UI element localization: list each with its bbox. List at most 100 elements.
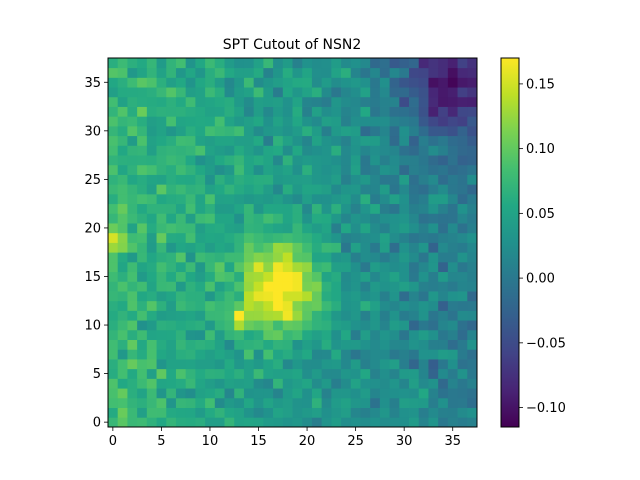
heatmap-cell (438, 349, 449, 360)
heatmap-cell (234, 271, 245, 282)
heatmap-cell (175, 349, 187, 360)
heatmap-cell (418, 329, 429, 340)
heatmap-cell (146, 407, 157, 418)
heatmap-cell (253, 223, 264, 234)
heatmap-cell (234, 232, 245, 243)
heatmap-cell (409, 407, 420, 418)
heatmap-cell (156, 223, 167, 234)
heatmap-cell (156, 291, 167, 302)
y-tick-label: 20 (84, 221, 101, 236)
heatmap-cell (175, 359, 187, 370)
heatmap-cell (438, 339, 449, 350)
heatmap-cell (418, 106, 429, 117)
heatmap-cell (302, 320, 313, 331)
heatmap-cell (185, 281, 196, 292)
heatmap-cell (263, 339, 274, 350)
heatmap-cell (350, 378, 361, 389)
heatmap-cell (127, 417, 138, 428)
heatmap-cell (117, 349, 128, 360)
heatmap-cell (146, 300, 157, 311)
heatmap-cell (117, 67, 128, 78)
heatmap-cell (341, 223, 352, 234)
heatmap-cell (389, 252, 400, 263)
heatmap-cell (302, 329, 313, 340)
heatmap-cell (292, 407, 303, 418)
heatmap-cell (282, 106, 293, 117)
heatmap-cell (341, 271, 352, 282)
heatmap-cell (399, 213, 410, 224)
heatmap-cell (467, 232, 478, 243)
heatmap-cell (166, 96, 177, 107)
heatmap-cell (234, 67, 245, 78)
y-tick-label: 0 (93, 416, 101, 431)
heatmap-cell (185, 58, 196, 69)
heatmap-cell (224, 368, 235, 379)
heatmap-cell (331, 232, 342, 243)
heatmap-cell (418, 378, 429, 389)
heatmap-cell (302, 388, 313, 399)
heatmap-cell (292, 174, 303, 185)
heatmap-cell (428, 135, 439, 146)
heatmap-cell (399, 67, 410, 78)
heatmap-cell (273, 155, 284, 166)
heatmap-cell (447, 417, 458, 428)
heatmap-cell (146, 252, 157, 263)
heatmap-cell (127, 242, 138, 253)
heatmap-cell (447, 155, 458, 166)
heatmap-cell (273, 67, 284, 78)
heatmap-cell (350, 291, 361, 302)
heatmap-cell (292, 300, 303, 311)
heatmap-cell (234, 329, 245, 340)
heatmap-cell (341, 125, 352, 137)
heatmap-cell (302, 203, 313, 214)
heatmap-cell (185, 368, 196, 379)
heatmap-cell (467, 397, 478, 408)
heatmap-cell (117, 223, 128, 234)
heatmap-cell (418, 203, 429, 214)
heatmap-cell (331, 320, 342, 331)
heatmap-cell (428, 223, 439, 234)
heatmap-cell (195, 125, 206, 137)
heatmap-cell (127, 407, 138, 418)
heatmap-cell (292, 203, 303, 214)
heatmap-cell (234, 106, 245, 117)
heatmap-cell (175, 203, 187, 214)
heatmap-cell (253, 339, 264, 350)
heatmap-cell (467, 271, 478, 282)
heatmap-cell (185, 271, 196, 282)
heatmap-cell (418, 291, 429, 302)
heatmap-cell (428, 359, 439, 370)
heatmap-cell (360, 359, 371, 370)
heatmap-cell (263, 417, 274, 428)
heatmap-cell (195, 291, 206, 302)
heatmap-cell (331, 378, 342, 389)
heatmap-cell (273, 184, 284, 195)
heatmap-cell (205, 252, 216, 263)
heatmap-cell (243, 368, 255, 379)
heatmap-cell (156, 77, 167, 88)
heatmap-cell (399, 417, 410, 428)
heatmap-cell (243, 193, 255, 205)
heatmap-cell (321, 213, 332, 224)
heatmap-cell (273, 349, 284, 360)
heatmap-cell (418, 397, 429, 408)
heatmap-cell (282, 291, 293, 302)
heatmap-cell (117, 155, 128, 166)
heatmap-cell (409, 397, 420, 408)
heatmap-cell (379, 339, 390, 350)
heatmap-cell (224, 378, 235, 389)
heatmap-cell (108, 320, 119, 331)
heatmap-cell (263, 67, 274, 78)
heatmap-cell (282, 320, 293, 331)
heatmap-cell (156, 232, 167, 243)
heatmap-cell (127, 320, 138, 331)
heatmap-cell (447, 106, 458, 117)
heatmap-cell (457, 67, 468, 78)
heatmap-cell (457, 261, 468, 273)
heatmap-cell (166, 300, 177, 311)
heatmap-cell (331, 125, 342, 137)
heatmap-cell (370, 125, 381, 137)
heatmap-cell (331, 242, 342, 253)
heatmap-cell (321, 349, 332, 360)
heatmap-cell (263, 368, 274, 379)
